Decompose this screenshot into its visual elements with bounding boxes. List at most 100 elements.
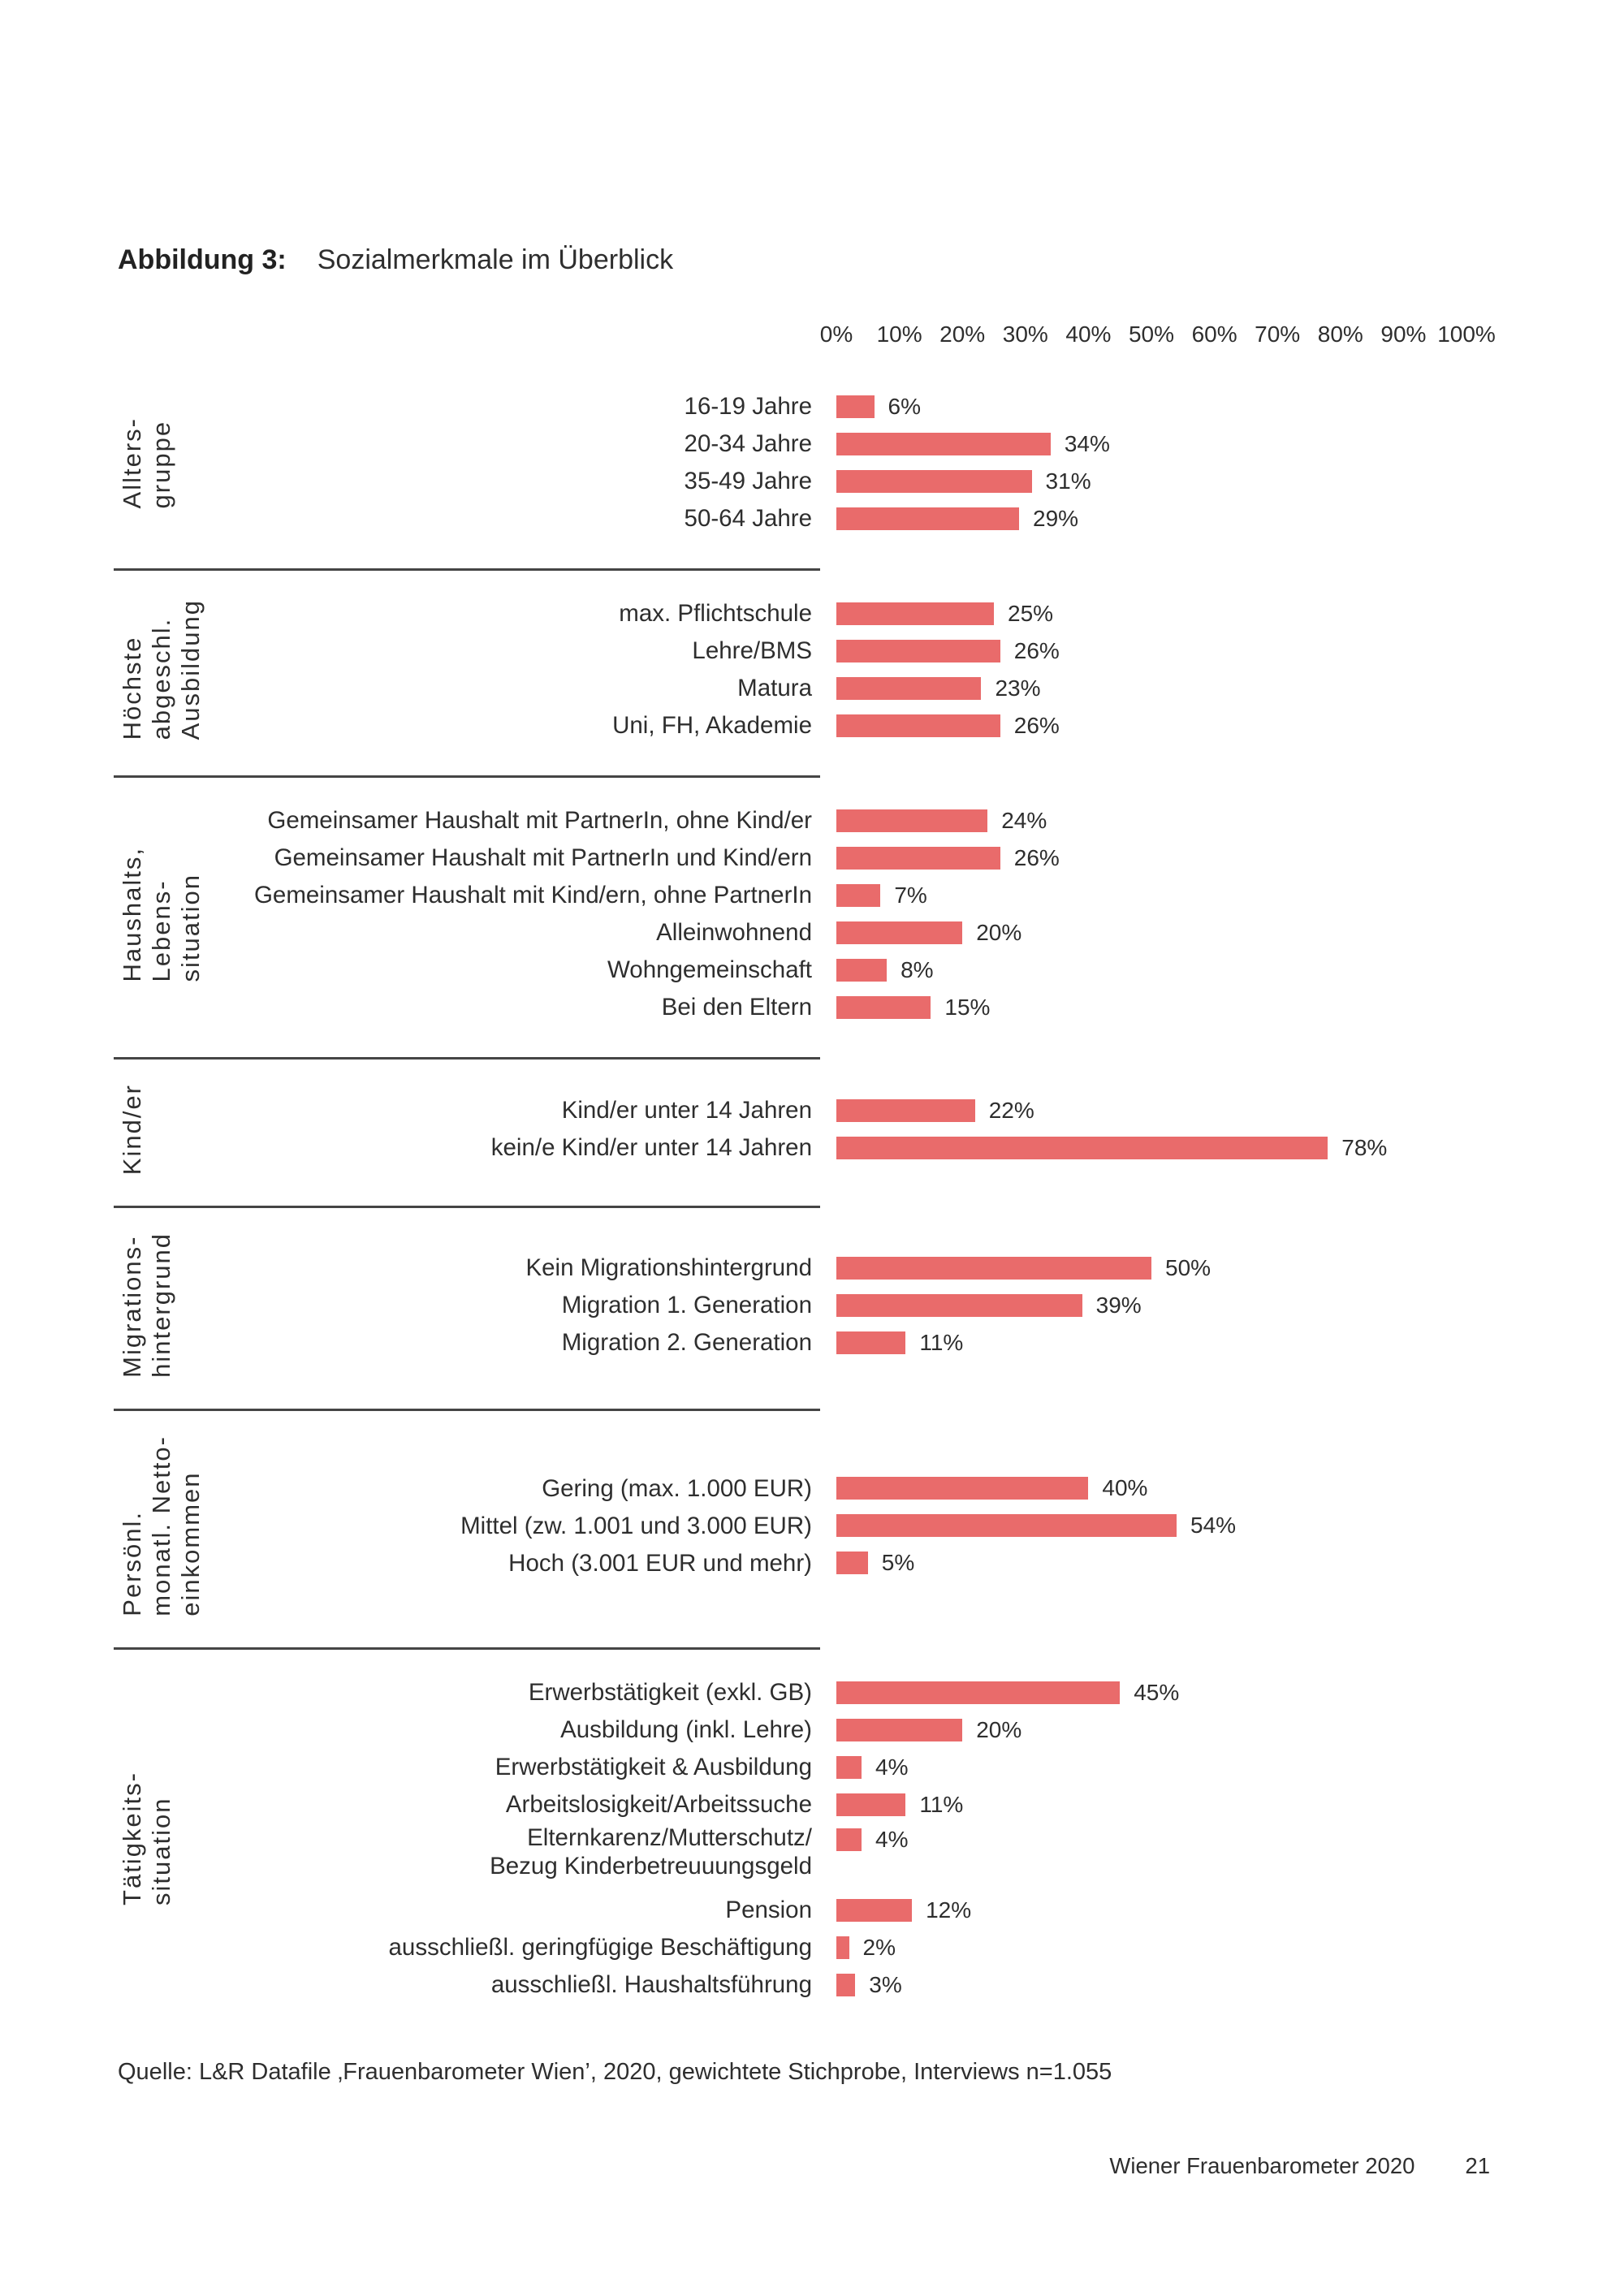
value-label: 26% bbox=[1013, 713, 1060, 738]
bar bbox=[836, 1137, 1328, 1160]
row-label: Migration 1. Generation bbox=[561, 1291, 812, 1318]
bar-cell: 4% bbox=[836, 1754, 909, 1780]
axis-tick-label: 70% bbox=[1255, 322, 1301, 347]
bar bbox=[836, 884, 881, 907]
bar-cell: 11% bbox=[836, 1792, 963, 1818]
chart-row: 20-34 Jahre 34% bbox=[215, 425, 1514, 463]
value-label: 39% bbox=[1095, 1292, 1142, 1318]
value-label: 20% bbox=[976, 920, 1022, 945]
bar bbox=[836, 1293, 1082, 1317]
axis-tick-label: 90% bbox=[1380, 322, 1427, 347]
footer-text: Wiener Frauenbarometer 2020 bbox=[1109, 2153, 1415, 2178]
axis-tick-label: 40% bbox=[1065, 322, 1112, 347]
value-label: 6% bbox=[888, 394, 922, 419]
bar bbox=[836, 1256, 1151, 1280]
bar-cell: 45% bbox=[836, 1680, 1179, 1706]
value-label: 24% bbox=[1001, 808, 1047, 833]
row-label: Arbeitslosigkeit/Arbeitssuche bbox=[505, 1791, 812, 1819]
chart-row: kein/e Kind/er unter 14 Jahren 78% bbox=[215, 1129, 1514, 1167]
row-label: Kein Migrationshintergrund bbox=[525, 1254, 812, 1281]
group-rows: Gering (max. 1.000 EUR) 40% Mittel (zw. 1.… bbox=[215, 1470, 1514, 1582]
bar bbox=[836, 1828, 862, 1851]
group-label: Migrations- hintergrund bbox=[118, 1232, 175, 1379]
row-label: Kind/er unter 14 Jahren bbox=[561, 1097, 812, 1124]
row-label: max. Pflichtschule bbox=[619, 600, 812, 628]
chart-row: max. Pflichtschule 25% bbox=[215, 595, 1514, 632]
row-label: kein/e Kind/er unter 14 Jahren bbox=[490, 1134, 812, 1162]
chart-row: Kein Migrationshintergrund 50% bbox=[215, 1249, 1514, 1287]
chart-group: Allters- gruppe 16-19 Jahre 6% 20-34 Jahre 3… bbox=[118, 364, 1514, 568]
row-label: Gemeinsamer Haushalt mit PartnerIn und K… bbox=[274, 844, 812, 872]
chart-row: Alleinwohnend 20% bbox=[215, 914, 1514, 952]
axis-tick-label: 60% bbox=[1191, 322, 1237, 347]
bar-cell: 24% bbox=[836, 808, 1047, 834]
bar-cell: 23% bbox=[836, 675, 1041, 701]
row-label: Hoch (3.001 EUR und mehr) bbox=[508, 1549, 812, 1577]
value-label: 8% bbox=[901, 957, 934, 982]
value-label: 45% bbox=[1134, 1679, 1180, 1705]
chart-row: Mittel (zw. 1.001 und 3.000 EUR) 54% bbox=[215, 1507, 1514, 1544]
axis-tick-label: 10% bbox=[876, 322, 922, 347]
group-rows: Kein Migrationshintergrund 50% Migration 1… bbox=[215, 1249, 1514, 1362]
bar bbox=[836, 1331, 906, 1354]
chart-row: Gemeinsamer Haushalt mit PartnerIn und K… bbox=[215, 839, 1514, 877]
bar bbox=[836, 640, 1000, 662]
chart-body: Allters- gruppe 16-19 Jahre 6% 20-34 Jahre 3… bbox=[114, 364, 1514, 2035]
row-label: Gemeinsamer Haushalt mit PartnerIn, ohne… bbox=[267, 807, 812, 835]
bar-cell: 26% bbox=[836, 713, 1060, 739]
chart-row: Gering (max. 1.000 EUR) 40% bbox=[215, 1470, 1514, 1507]
bar bbox=[836, 714, 1000, 737]
bar bbox=[836, 1898, 913, 1922]
value-label: 4% bbox=[875, 1754, 909, 1780]
value-label: 78% bbox=[1341, 1135, 1388, 1161]
bar bbox=[836, 847, 1000, 870]
bar bbox=[836, 1514, 1177, 1538]
group-label: Höchste abgeschl. Ausbildung bbox=[118, 599, 205, 740]
bar bbox=[836, 470, 1032, 493]
bar-cell: 3% bbox=[836, 1972, 902, 1998]
chart-row: Bei den Eltern 15% bbox=[215, 989, 1514, 1026]
group-rows: max. Pflichtschule 25% Lehre/BMS 26% Matura 2… bbox=[215, 595, 1514, 744]
value-label: 7% bbox=[894, 883, 927, 908]
chart-row: Migration 2. Generation 11% bbox=[215, 1324, 1514, 1362]
bar-cell: 78% bbox=[836, 1135, 1387, 1161]
row-label: Wohngemeinschaft bbox=[607, 956, 812, 984]
chart-row: 50-64 Jahre 29% bbox=[215, 500, 1514, 537]
group-rows: Gemeinsamer Haushalt mit PartnerIn, ohne… bbox=[215, 802, 1514, 1026]
bar bbox=[836, 1718, 963, 1741]
bar-cell: 54% bbox=[836, 1513, 1236, 1539]
bar bbox=[836, 602, 994, 625]
figure-title: Abbildung 3: Sozialmerkmale im Überblick bbox=[118, 244, 1514, 276]
value-label: 23% bbox=[995, 675, 1041, 701]
value-label: 15% bbox=[944, 995, 991, 1020]
row-label: Gering (max. 1.000 EUR) bbox=[542, 1474, 812, 1502]
bar bbox=[836, 1681, 1121, 1704]
bar bbox=[836, 395, 875, 418]
figure-name: Sozialmerkmale im Überblick bbox=[317, 244, 674, 275]
row-label: Erwerbstätigkeit & Ausbildung bbox=[495, 1754, 812, 1781]
value-label: 54% bbox=[1190, 1513, 1237, 1539]
group-separator bbox=[114, 1057, 820, 1060]
chart-row: Hoch (3.001 EUR und mehr) 5% bbox=[215, 1544, 1514, 1582]
row-label: Alleinwohnend bbox=[656, 919, 812, 947]
bar-cell: 31% bbox=[836, 468, 1091, 494]
row-label: Uni, FH, Akademie bbox=[612, 712, 812, 740]
chart-row: Matura 23% bbox=[215, 670, 1514, 707]
bar bbox=[836, 959, 888, 982]
bar bbox=[836, 1755, 862, 1779]
value-label: 40% bbox=[1102, 1475, 1148, 1501]
value-label: 5% bbox=[881, 1550, 915, 1576]
chart-row: Pension 12% bbox=[215, 1892, 1514, 1929]
chart-group: Tätigkeits- situation Erwerbstätigkeit (e… bbox=[118, 1650, 1514, 2035]
bar bbox=[836, 1099, 975, 1123]
axis-tick-label: 100% bbox=[1437, 322, 1496, 347]
bar-cell: 34% bbox=[836, 431, 1110, 457]
chart-row: Uni, FH, Akademie 26% bbox=[215, 707, 1514, 744]
bar bbox=[836, 433, 1051, 455]
bar bbox=[836, 677, 982, 700]
row-label: Pension bbox=[725, 1897, 812, 1924]
row-label: ausschließl. Haushaltsführung bbox=[490, 1971, 812, 1999]
group-rows: Erwerbstätigkeit (exkl. GB) 45% Ausbildung… bbox=[215, 1674, 1514, 2004]
axis-tick-label: 80% bbox=[1317, 322, 1363, 347]
row-label: Migration 2. Generation bbox=[561, 1328, 812, 1356]
